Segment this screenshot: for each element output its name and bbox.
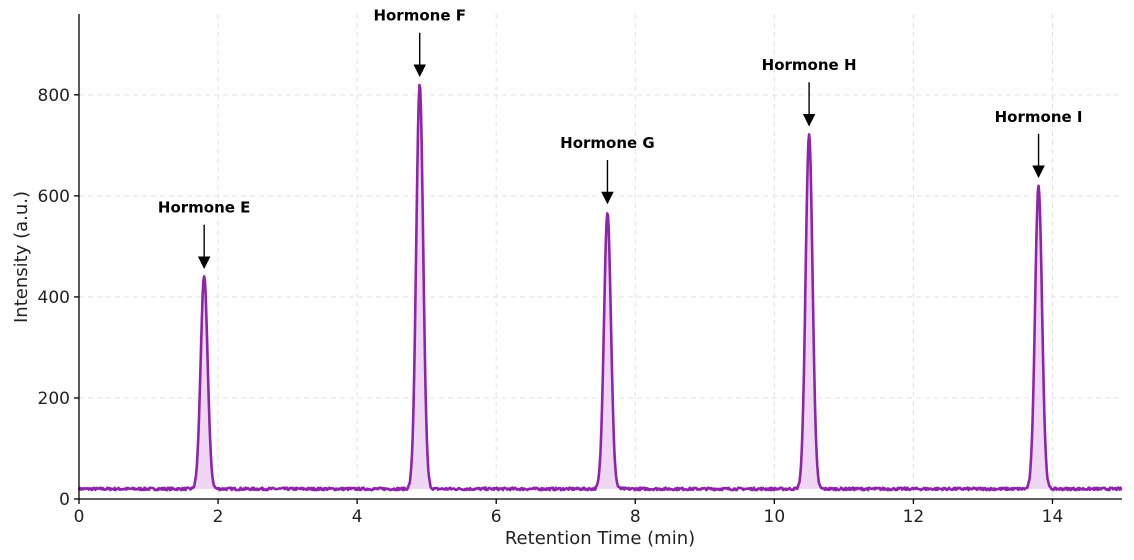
peak-label: Hormone I [995, 108, 1083, 126]
peak-label: Hormone E [158, 199, 251, 217]
peak-annotations: Hormone E Hormone F Hormone G Hormone H Horm… [158, 7, 1083, 269]
y-tick-label: 600 [38, 187, 70, 207]
y-tick-label: 0 [59, 490, 70, 510]
peak-label: Hormone G [560, 134, 655, 152]
y-tick-label: 200 [38, 389, 70, 409]
intensity-line [77, 83, 1123, 492]
grid-lines [79, 14, 1122, 499]
x-tick-label: 8 [630, 507, 641, 527]
peak-label: Hormone F [373, 7, 466, 25]
x-tick-label: 10 [764, 507, 786, 527]
y-tick-label: 400 [38, 288, 70, 308]
x-axis-title: Retention Time (min) [505, 528, 695, 549]
signal-trace [77, 83, 1123, 492]
x-tick-label: 0 [74, 507, 85, 527]
x-ticks: 0 2 4 6 8 10 12 14 [74, 499, 1064, 527]
y-tick-label: 800 [38, 86, 70, 106]
x-tick-label: 6 [491, 507, 502, 527]
x-tick-label: 4 [352, 507, 363, 527]
y-ticks: 0 200 400 600 800 [38, 86, 79, 510]
x-tick-label: 14 [1042, 507, 1064, 527]
x-tick-label: 12 [903, 507, 925, 527]
x-tick-label: 2 [213, 507, 224, 527]
peak-label: Hormone H [762, 56, 857, 74]
y-axis-title: Intensity (a.u.) [11, 191, 32, 323]
